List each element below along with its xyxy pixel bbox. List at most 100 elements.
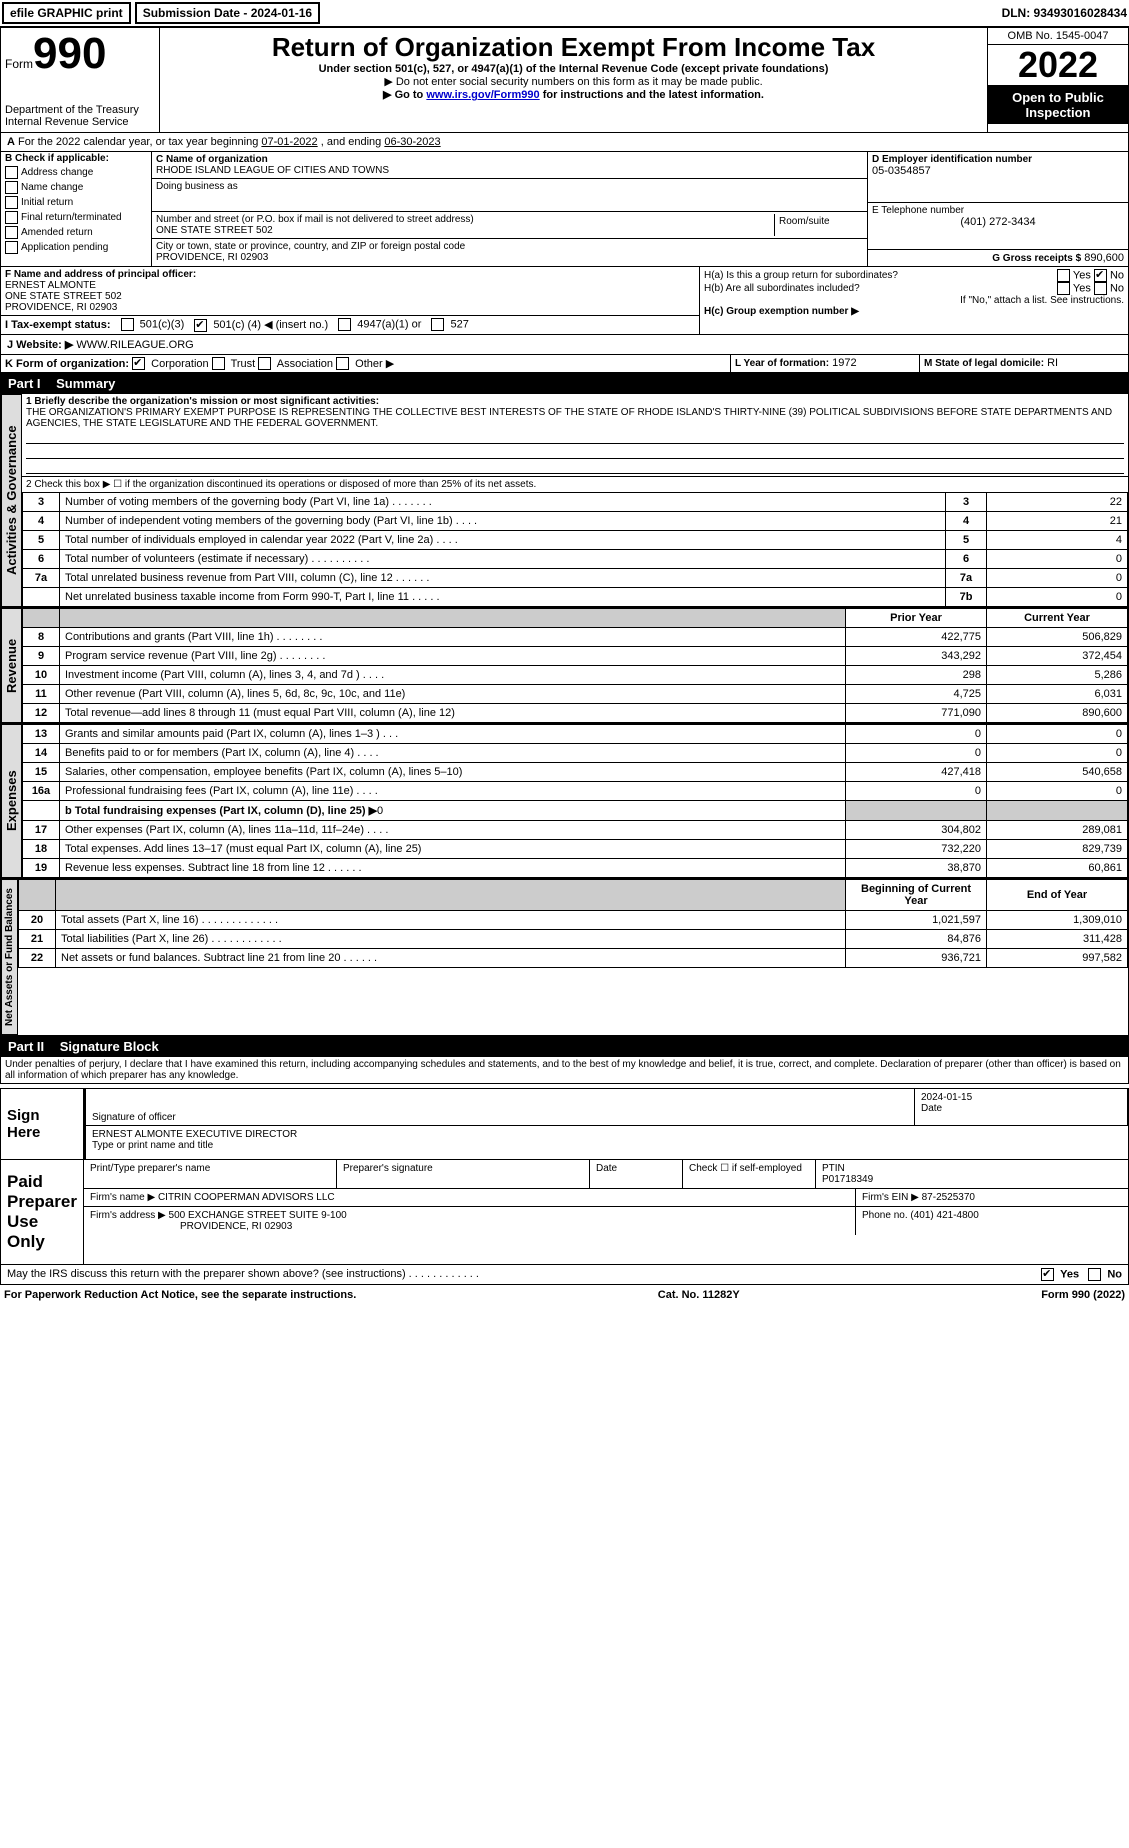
col-b: B Check if applicable: Address change Na… (1, 152, 152, 266)
hdr-prior: Prior Year (846, 609, 987, 628)
chk-name: Name change (1, 180, 151, 195)
pt-date-lbl: Date (590, 1160, 683, 1188)
dept-treasury: Department of the Treasury (5, 104, 155, 116)
hc-lbl: H(c) Group exemption number ▶ (704, 306, 1124, 317)
omb-number: OMB No. 1545-0047 (988, 28, 1128, 45)
i-lbl: I Tax-exempt status: (5, 319, 111, 331)
ptin: P01718349 (822, 1174, 1122, 1185)
firm-ein: 87-2525370 (922, 1192, 975, 1203)
k-other[interactable] (336, 357, 349, 370)
hb-lbl: H(b) Are all subordinates included? (704, 283, 964, 294)
ha-no[interactable] (1094, 269, 1107, 282)
part2-hdr: Part II Signature Block (0, 1036, 1129, 1057)
l-lbl: L Year of formation: (735, 358, 829, 369)
col-h: H(a) Is this a group return for subordin… (700, 267, 1128, 334)
ptin-lbl: PTIN (822, 1163, 1122, 1174)
l16b-row: b Total fundraising expenses (Part IX, c… (23, 801, 1128, 821)
net-hdr-row: Beginning of Current Year End of Year (19, 880, 1128, 911)
firm-phone: (401) 421-4800 (910, 1210, 978, 1221)
sub3-post: for instructions and the latest informat… (540, 89, 764, 101)
org-name: RHODE ISLAND LEAGUE OF CITIES AND TOWNS (156, 165, 863, 176)
pt-check: Check ☐ if self-employed (683, 1160, 816, 1188)
ty-begin: 07-01-2022 (261, 136, 317, 148)
col-b-hdr: B Check if applicable: (1, 152, 151, 165)
hb-no[interactable] (1094, 282, 1107, 295)
table-row: 21Total liabilities (Part X, line 26) . … (19, 930, 1128, 949)
form-sub2: ▶ Do not enter social security numbers o… (164, 75, 983, 88)
gross-lbl: G Gross receipts $ (992, 253, 1081, 264)
c-name-lbl: C Name of organization (156, 154, 863, 165)
table-row: 3Number of voting members of the governi… (23, 493, 1128, 512)
tax-year: 2022 (988, 45, 1128, 86)
table-row: 13Grants and similar amounts paid (Part … (23, 725, 1128, 744)
blank-line (26, 444, 1124, 459)
hdr-mid: Return of Organization Exempt From Incom… (160, 28, 987, 132)
discuss-lbl: May the IRS discuss this return with the… (7, 1268, 479, 1281)
discuss-yes[interactable] (1041, 1268, 1054, 1281)
hb-note: If "No," attach a list. See instructions… (704, 295, 1124, 306)
pt-sig-lbl: Preparer's signature (337, 1160, 590, 1188)
form-sub3: ▶ Go to www.irs.gov/Form990 for instruct… (164, 88, 983, 101)
chk-pending: Application pending (1, 240, 151, 255)
discuss-row: May the IRS discuss this return with the… (0, 1265, 1129, 1285)
chk-501c3[interactable] (121, 318, 134, 331)
table-row: 22Net assets or fund balances. Subtract … (19, 949, 1128, 968)
k-trust[interactable] (212, 357, 225, 370)
chk-final: Final return/terminated (1, 210, 151, 225)
net-assets-section: Net Assets or Fund Balances Beginning of… (0, 878, 1129, 1036)
part2-title: Signature Block (60, 1039, 159, 1054)
sidebar-rev: Revenue (1, 608, 22, 723)
line-a-mid: , and ending (318, 136, 385, 148)
hdr-right: OMB No. 1545-0047 2022 Open to Public In… (987, 28, 1128, 132)
chk-501c[interactable] (194, 319, 207, 332)
ha-yes[interactable] (1057, 269, 1070, 282)
sig-officer-lbl: Signature of officer (92, 1112, 176, 1123)
mission-text: THE ORGANIZATION'S PRIMARY EXEMPT PURPOS… (26, 407, 1124, 429)
paid-preparer-block: Paid Preparer Use Only Print/Type prepar… (0, 1160, 1129, 1265)
date-lbl: Date (921, 1103, 1121, 1114)
city-lbl: City or town, state or province, country… (156, 241, 863, 252)
chk-4947[interactable] (338, 318, 351, 331)
line-klm: K Form of organization: Corporation Trus… (0, 355, 1129, 374)
type-lbl: Type or print name and title (92, 1140, 1122, 1151)
part1-title: Summary (56, 376, 115, 391)
blank-line (26, 459, 1124, 474)
hdr-left: Form990 Department of the Treasury Inter… (1, 28, 160, 132)
ty-end: 06-30-2023 (384, 136, 440, 148)
ein-lbl: D Employer identification number (872, 154, 1124, 165)
hb-yes[interactable] (1057, 282, 1070, 295)
table-row: 14Benefits paid to or for members (Part … (23, 744, 1128, 763)
chk-527[interactable] (431, 318, 444, 331)
rev-table: Prior Year Current Year 8Contributions a… (22, 608, 1128, 723)
street-address: ONE STATE STREET 502 (156, 225, 774, 236)
table-row: 5Total number of individuals employed in… (23, 531, 1128, 550)
firm-ein-lbl: Firm's EIN ▶ (862, 1192, 919, 1203)
pt-name-lbl: Print/Type preparer's name (84, 1160, 337, 1188)
k-assoc[interactable] (258, 357, 271, 370)
firm-addr-lbl: Firm's address ▶ (90, 1210, 166, 1221)
sidebar-net: Net Assets or Fund Balances (1, 879, 18, 1035)
city-state-zip: PROVIDENCE, RI 02903 (156, 252, 863, 263)
discuss-no[interactable] (1088, 1268, 1101, 1281)
table-row: 4Number of independent voting members of… (23, 512, 1128, 531)
sub3-pre: ▶ Go to (383, 89, 426, 101)
m-lbl: M State of legal domicile: (924, 358, 1044, 369)
chk-address: Address change (1, 165, 151, 180)
instructions-link[interactable]: www.irs.gov/Form990 (426, 89, 539, 101)
firm-name-lbl: Firm's name ▶ (90, 1192, 155, 1203)
k-corp[interactable] (132, 357, 145, 370)
blank-line (26, 429, 1124, 444)
revenue-section: Revenue Prior Year Current Year 8Contrib… (0, 607, 1129, 723)
section-bcd: B Check if applicable: Address change Na… (0, 152, 1129, 267)
rev-hdr-row: Prior Year Current Year (23, 609, 1128, 628)
chk-initial: Initial return (1, 195, 151, 210)
pra-notice: For Paperwork Reduction Act Notice, see … (4, 1289, 356, 1301)
perjury-decl: Under penalties of perjury, I declare th… (0, 1057, 1129, 1084)
ha-lbl: H(a) Is this a group return for subordin… (704, 270, 964, 281)
ein: 05-0354857 (872, 165, 1124, 177)
phone-lbl: E Telephone number (872, 205, 1124, 216)
submission-date: Submission Date - 2024-01-16 (135, 2, 320, 24)
activities-governance: Activities & Governance 1 Briefly descri… (0, 394, 1129, 607)
table-row: 8Contributions and grants (Part VIII, li… (23, 628, 1128, 647)
expenses-section: Expenses 13Grants and similar amounts pa… (0, 723, 1129, 878)
